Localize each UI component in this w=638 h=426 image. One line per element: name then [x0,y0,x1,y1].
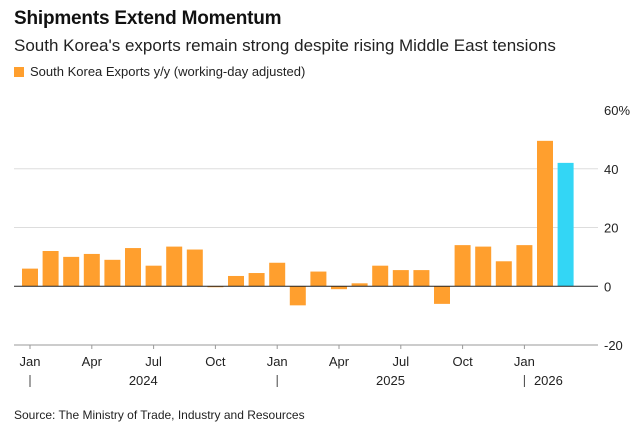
bar [392,270,409,287]
y-tick-label: 40 [604,162,618,177]
bar [83,253,100,287]
bar [413,270,430,287]
bar [145,265,162,287]
bar [434,286,450,304]
bar [269,262,286,287]
x-tick-label: Jan [20,354,41,369]
legend-swatch [14,66,24,77]
bar [372,265,389,287]
y-tick-label: 0 [604,279,611,294]
bar [351,283,368,287]
x-tick-label: Apr [82,354,103,369]
year-label: 2024 [129,373,158,388]
bar [516,245,533,287]
bar [248,273,265,287]
legend: South Korea Exports y/y (working-day adj… [14,64,305,79]
legend-label: South Korea Exports y/y (working-day adj… [30,64,306,79]
bar [166,246,183,287]
x-tick-label: Oct [205,354,226,369]
bar [104,259,121,287]
year-label: 2025 [376,373,405,388]
bar [557,162,574,287]
bar [22,268,38,287]
x-tick-label: Jan [267,354,288,369]
x-tick-label: Jan [514,354,535,369]
x-tick-label: Jul [145,354,162,369]
y-tick-label: 20 [604,221,618,236]
bar [331,286,347,290]
bar [289,286,306,306]
bar [537,140,553,287]
bar [42,251,59,287]
bar [475,246,492,287]
bar [495,261,512,287]
bar [454,245,471,287]
chart-subtitle: South Korea's exports remain strong desp… [14,36,556,55]
bar [310,271,327,287]
chart-title: Shipments Extend Momentum [14,8,282,29]
source-note: Source: The Ministry of Trade, Industry … [14,408,305,422]
x-tick-label: Apr [329,354,350,369]
y-tick-label: -20 [604,338,623,353]
x-tick-label: Jul [392,354,409,369]
bar [63,256,80,287]
bar [186,249,203,287]
year-label: 2026 [534,373,563,388]
bar [125,248,141,287]
y-tick-label: 60% [604,103,630,118]
x-tick-label: Oct [452,354,473,369]
bar [228,275,244,287]
